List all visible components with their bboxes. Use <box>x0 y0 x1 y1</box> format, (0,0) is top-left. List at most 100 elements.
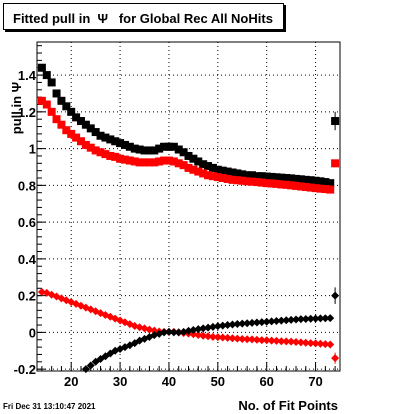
series-0-point <box>174 145 183 154</box>
x-tick-label: 30 <box>113 374 127 389</box>
series-0-point <box>101 133 110 142</box>
series-3-point <box>233 319 242 328</box>
series-1-point <box>189 165 198 174</box>
series-1-point <box>140 158 149 167</box>
data-marks <box>37 63 340 374</box>
series-2-point <box>321 340 330 349</box>
series-0-point <box>292 174 301 183</box>
series-1-point <box>62 126 71 135</box>
tick-labels: 20 30 40 50 60 70 -0.2 0 0.2 0.4 0.6 0.8 1 1.2 1.4 <box>14 68 323 389</box>
plot-frame <box>36 41 341 372</box>
series-0-point <box>140 146 149 155</box>
series-3-point <box>326 314 335 323</box>
series-0-point <box>135 145 144 154</box>
series-1-point <box>52 115 61 124</box>
series-3-point <box>238 319 247 328</box>
series-0-point <box>184 151 193 160</box>
x-axis-label: No. of Fit Points <box>238 398 338 413</box>
series-0-point <box>72 113 81 122</box>
series-3-point <box>272 317 281 326</box>
x-tick-label: 40 <box>162 374 176 389</box>
series-0-point <box>316 177 325 186</box>
series-1-point <box>287 181 296 190</box>
series-0-point <box>67 107 76 116</box>
series-1-point <box>135 158 144 167</box>
series-1-point <box>223 174 232 183</box>
series-3-point <box>169 328 178 337</box>
chart-title-box: Fitted pull in Ψ for Global Rec All NoHi… <box>3 3 284 30</box>
series-1-point <box>204 171 213 180</box>
series-1-point <box>292 181 301 190</box>
x-tick-label: 60 <box>259 374 273 389</box>
series-0-point <box>130 144 139 153</box>
series-1-point <box>81 140 90 149</box>
series-3-point <box>267 317 276 326</box>
series-1-point <box>155 157 164 166</box>
series-1-point <box>101 150 110 159</box>
series-0-point <box>208 163 217 172</box>
series-2-point <box>233 334 242 343</box>
y-tick-label: -0.2 <box>14 362 36 377</box>
series-0-point <box>321 178 330 187</box>
series-1-point <box>67 129 76 138</box>
series-3-point <box>199 324 208 333</box>
series-1-point <box>213 173 222 182</box>
series-2-point <box>218 333 227 342</box>
series-3-point <box>321 314 330 323</box>
series-2-point <box>194 330 203 339</box>
series-1-point <box>184 163 193 172</box>
series-3-point <box>160 328 169 337</box>
series-2-point <box>306 339 315 348</box>
series-1-point <box>125 156 134 165</box>
series-0-point <box>125 142 134 151</box>
series-3-point <box>228 320 237 329</box>
series-0-point <box>277 173 286 182</box>
series-0-point <box>301 175 310 184</box>
series-1-point <box>37 96 46 105</box>
series-3-point <box>306 314 315 323</box>
series-2-point <box>257 336 266 345</box>
series-1-point <box>42 100 51 109</box>
y-tick-label: 1 <box>29 142 36 157</box>
series-0-point <box>81 120 90 129</box>
outlier-point-2 <box>331 291 340 300</box>
series-0-point <box>257 172 266 181</box>
series-3-point <box>316 314 325 323</box>
series-2-point <box>326 340 335 349</box>
series-1-point <box>199 169 208 178</box>
y-tick-label: 0 <box>29 325 36 340</box>
series-2-point <box>208 332 217 341</box>
series-3-point <box>223 321 232 330</box>
series-3-point <box>248 318 257 327</box>
series-2-point <box>204 332 213 341</box>
outlier-point-3 <box>331 354 340 363</box>
series-1-point <box>160 156 169 165</box>
series-1-point <box>218 174 227 183</box>
series-2-point <box>292 337 301 346</box>
series-2-point <box>213 333 222 342</box>
series-0-point <box>218 166 227 175</box>
series-2-point <box>223 333 232 342</box>
series-0-point <box>248 171 257 180</box>
series-2-point <box>199 331 208 340</box>
series-0-point <box>111 137 120 146</box>
x-tick-label: 20 <box>64 374 78 389</box>
chart-title: Fitted pull in Ψ for Global Rec All NoHi… <box>13 11 273 26</box>
series-0-point <box>47 78 56 87</box>
series-0-point <box>155 144 164 153</box>
series-1-point <box>262 179 271 188</box>
series-1-point <box>243 177 252 186</box>
series-2-point <box>267 336 276 345</box>
series-3-point <box>81 365 90 374</box>
series-0-point <box>120 140 129 149</box>
outlier-point-1 <box>331 159 340 168</box>
series-3-point <box>257 318 266 327</box>
series-1-point <box>164 156 173 165</box>
series-0-point <box>306 176 315 185</box>
series-1-point <box>301 183 310 192</box>
series-1-point <box>47 107 56 116</box>
y-tick-label: 0.8 <box>18 178 36 193</box>
series-0-point <box>213 165 222 174</box>
series-3-point <box>86 361 95 370</box>
